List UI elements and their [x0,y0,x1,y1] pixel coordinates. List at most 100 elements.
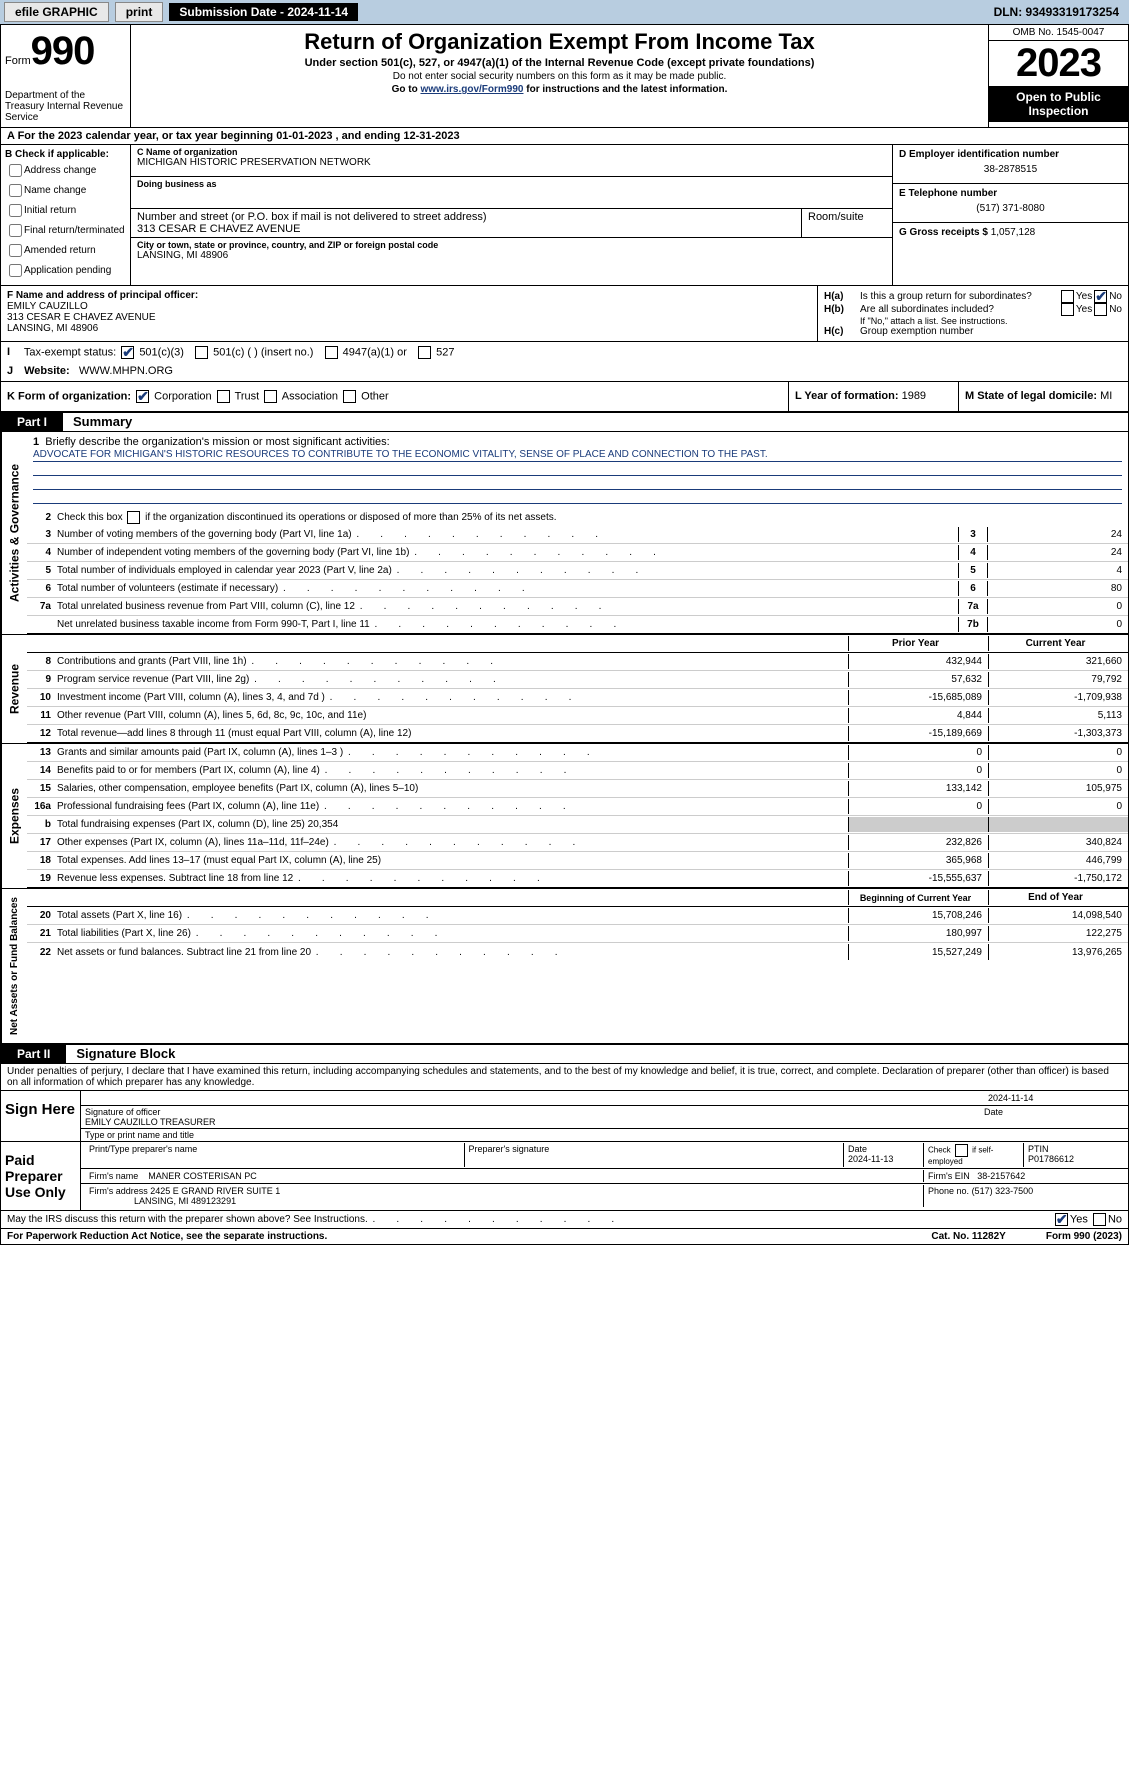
ssn-note: Do not enter social security numbers on … [135,71,984,82]
curr-15: 105,975 [988,781,1128,796]
end-21: 122,275 [988,926,1128,941]
chk-corp[interactable] [136,390,149,403]
val-7a: 0 [988,599,1128,614]
top-toolbar: efile GRAPHIC print Submission Date - 20… [0,0,1129,24]
prep-date: 2024-11-13 [848,1154,893,1164]
telephone: (517) 371-8080 [899,199,1122,218]
prior-18: 365,968 [848,853,988,868]
curr-19: -1,750,172 [988,871,1128,886]
form-subtitle: Under section 501(c), 527, or 4947(a)(1)… [135,57,984,69]
sign-here: Sign Here 2024-11-14 Signature of office… [1,1091,1128,1142]
tax-year: 2023 [989,41,1128,86]
irs-link[interactable]: www.irs.gov/Form990 [420,84,523,95]
chk-527[interactable] [418,346,431,359]
curr-17: 340,824 [988,835,1128,850]
chk-amended-return[interactable]: Amended return [5,241,126,260]
public-inspection: Open to Public Inspection [989,86,1128,122]
revenue-section: Revenue Prior YearCurrent Year 8Contribu… [1,635,1128,744]
beg-20: 15,708,246 [848,908,988,923]
chk-initial-return[interactable]: Initial return [5,201,126,220]
prior-9: 57,632 [848,672,988,687]
beg-21: 180,997 [848,926,988,941]
ha-yes[interactable] [1061,290,1074,303]
discuss-yes[interactable] [1055,1213,1068,1226]
firm-name: MANER COSTERISAN PC [148,1171,257,1181]
prior-13: 0 [848,745,988,760]
chk-other[interactable] [343,390,356,403]
curr-14: 0 [988,763,1128,778]
curr-11: 5,113 [988,708,1128,723]
footer: For Paperwork Reduction Act Notice, see … [1,1229,1128,1244]
sign-date: 2024-11-14 [984,1092,1124,1104]
dln-label: DLN: 93493319173254 [994,5,1119,19]
prior-19: -15,555,637 [848,871,988,886]
hb-yes[interactable] [1061,303,1074,316]
val-3: 24 [988,527,1128,542]
year-formation: 1989 [902,390,926,402]
val-4: 24 [988,545,1128,560]
end-20: 14,098,540 [988,908,1128,923]
chk-address-change[interactable]: Address change [5,161,126,180]
curr-10: -1,709,938 [988,690,1128,705]
city-state-zip: LANSING, MI 48906 [137,250,886,261]
curr-18: 446,799 [988,853,1128,868]
state-domicile: MI [1100,390,1112,402]
ptin: P01786612 [1028,1154,1074,1164]
curr-13: 0 [988,745,1128,760]
val-5: 4 [988,563,1128,578]
prior-10: -15,685,089 [848,690,988,705]
curr-12: -1,303,373 [988,726,1128,741]
activities-governance: Activities & Governance 1 Briefly descri… [1,432,1128,635]
firm-address: 2425 E GRAND RIVER SUITE 1 [150,1186,280,1196]
curr-16a: 0 [988,799,1128,814]
box-c: C Name of organization MICHIGAN HISTORIC… [131,145,893,285]
chk-app-pending[interactable]: Application pending [5,261,126,280]
chk-assoc[interactable] [264,390,277,403]
prior-15: 133,142 [848,781,988,796]
val-6: 80 [988,581,1128,596]
website: WWW.MHPN.ORG [79,365,173,377]
print-button[interactable]: print [115,2,164,22]
chk-discontinued[interactable] [127,511,140,524]
penalty-statement: Under penalties of perjury, I declare th… [1,1064,1128,1091]
row-ij: I Tax-exempt status: 501(c)(3) 501(c) ( … [1,342,1128,382]
row-a: A For the 2023 calendar year, or tax yea… [1,128,1128,145]
dept-label: Department of the Treasury Internal Reve… [5,90,126,123]
ein: 38-2878515 [899,160,1122,179]
end-22: 13,976,265 [988,944,1128,960]
row-fh: F Name and address of principal officer:… [1,286,1128,342]
mission-text: ADVOCATE FOR MICHIGAN'S HISTORIC RESOURC… [33,448,1122,462]
header-row: Form990 Department of the Treasury Inter… [1,25,1128,128]
chk-trust[interactable] [217,390,230,403]
chk-name-change[interactable]: Name change [5,181,126,200]
box-b: B Check if applicable: Address change Na… [1,145,131,285]
cat-no: Cat. No. 11282Y [891,1231,1045,1242]
part2-header: Part IISignature Block [1,1045,1128,1064]
curr-9: 79,792 [988,672,1128,687]
prior-17: 232,826 [848,835,988,850]
efile-button[interactable]: efile GRAPHIC [4,2,109,22]
discuss-row: May the IRS discuss this return with the… [1,1211,1128,1229]
omb-number: OMB No. 1545-0047 [989,25,1128,41]
discuss-no[interactable] [1093,1213,1106,1226]
hb-no[interactable] [1094,303,1107,316]
ha-no[interactable] [1094,290,1107,303]
prior-14: 0 [848,763,988,778]
firm-phone: (517) 323-7500 [972,1186,1034,1196]
chk-501c3[interactable] [121,346,134,359]
prior-11: 4,844 [848,708,988,723]
submission-date: Submission Date - 2024-11-14 [169,3,358,21]
chk-self-emp[interactable] [955,1144,968,1157]
officer-sig-name: EMILY CAUZILLO TREASURER [85,1117,216,1127]
prior-12: -15,189,669 [848,726,988,741]
prior-8: 432,944 [848,654,988,669]
form-number: Form990 [5,29,126,74]
goto-note: Go to www.irs.gov/Form990 for instructio… [135,84,984,95]
prior-16a: 0 [848,799,988,814]
chk-final-return[interactable]: Final return/terminated [5,221,126,240]
part1-header: Part ISummary [1,413,1128,432]
officer-name: EMILY CAUZILLO [7,301,811,312]
street-address: 313 CESAR E CHAVEZ AVENUE [137,223,795,235]
chk-501c[interactable] [195,346,208,359]
chk-4947[interactable] [325,346,338,359]
